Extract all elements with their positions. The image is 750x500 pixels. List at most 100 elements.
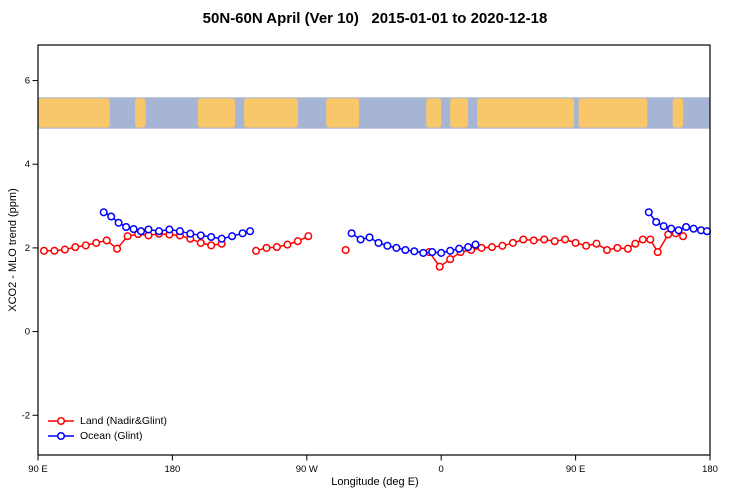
ocean-glint-point [154, 227, 164, 236]
land-nadir-glint-point [207, 241, 216, 250]
map-band-land [244, 98, 298, 128]
land-nadir-glint-point [196, 238, 205, 247]
land-nadir-glint-point [262, 243, 271, 252]
ocean-glint-point [437, 248, 446, 257]
ocean-glint-point [419, 248, 428, 257]
ocean-glint-point [455, 244, 464, 253]
ocean-glint-point [374, 238, 383, 247]
ocean-glint-point [652, 217, 661, 227]
land-nadir-glint-point [498, 241, 507, 250]
ocean-glint-point [401, 245, 410, 255]
ocean-glint-point [667, 224, 676, 233]
y-tick-label: 6 [25, 76, 30, 87]
ocean-glint-point [217, 234, 226, 243]
legend-swatch-land-icon [48, 416, 74, 425]
y-axis-label: XCO2 - MLO trend (ppm) [7, 188, 19, 312]
ocean-glint-point [186, 229, 195, 238]
legend-label-ocean: Ocean (Glint) [80, 429, 143, 442]
land-nadir-glint-point [123, 232, 132, 241]
plot-border [37, 44, 711, 456]
land-nadir-glint-point [646, 235, 655, 244]
map-band-land [477, 98, 575, 128]
ocean-glint-point [659, 222, 668, 231]
map-band-land [326, 98, 360, 128]
map-band-land [578, 98, 648, 128]
land-nadir-glint-point [435, 262, 444, 271]
land-nadir-glint-point [283, 240, 292, 249]
ocean-glint-point [471, 240, 480, 249]
ocean-glint-point [165, 225, 174, 234]
x-axis-label: Longitude (deg E) [331, 476, 419, 488]
land-nadir-glint-point [293, 237, 302, 246]
land-nadir-glint-point [102, 236, 111, 245]
ocean-glint-point [383, 241, 392, 250]
ocean-glint-point [114, 218, 123, 227]
land-nadir-glint-point [304, 232, 313, 241]
legend-label-land: Land (Nadir&Glint) [80, 414, 167, 427]
x-tick-label: 0 [439, 464, 444, 475]
land-nadir-glint-point [653, 248, 662, 257]
ocean-glint-point [392, 243, 401, 252]
land-nadir-glint-point [81, 241, 90, 250]
ocean-glint-point [682, 222, 691, 232]
x-tick-label: 180 [702, 464, 718, 475]
ocean-glint-point [144, 225, 153, 234]
ocean-glint-point [228, 232, 237, 241]
y-tick-label: 2 [25, 243, 30, 254]
land-nadir-glint-point [679, 232, 688, 241]
y-tick-label: 0 [25, 327, 30, 338]
land-nadir-glint-point [60, 245, 69, 254]
land-nadir-glint-line [44, 232, 222, 252]
land-nadir-glint-point [519, 235, 528, 244]
ocean-glint-point [207, 232, 216, 242]
ocean-glint-point [347, 229, 356, 238]
ocean-glint-point [428, 248, 437, 257]
legend-swatch-ocean-icon [48, 431, 74, 440]
land-nadir-glint-point [540, 235, 549, 244]
chart-title: 50N-60N April (Ver 10) 2015-01-01 to 202… [202, 10, 548, 27]
land-nadir-glint-point [341, 245, 350, 255]
land-nadir-glint-point [251, 246, 261, 255]
map-band-land [197, 98, 236, 128]
ocean-glint-point [99, 208, 108, 217]
land-nadir-glint-point [638, 235, 647, 244]
land-nadir-glint-point [613, 243, 622, 252]
land-nadir-glint-point [477, 243, 486, 252]
land-nadir-glint-point [487, 243, 497, 252]
map-band-land [135, 98, 146, 128]
x-tick-label: 90 E [566, 464, 586, 475]
map-band-land [38, 98, 110, 128]
ocean-glint-point [246, 227, 255, 236]
land-nadir-glint-point [561, 235, 570, 244]
land-nadir-glint-point [602, 245, 612, 255]
land-nadir-glint-point [39, 246, 49, 255]
land-nadir-glint-point [592, 239, 601, 248]
land-nadir-glint-point [582, 241, 591, 250]
ocean-glint-point [689, 224, 698, 233]
map-band-land [450, 98, 469, 128]
ocean-glint-point [674, 226, 683, 235]
land-nadir-glint-point [50, 246, 59, 255]
legend: Land (Nadir&Glint) Ocean (Glint) [46, 413, 167, 443]
land-nadir-glint-point [631, 239, 640, 248]
x-tick-label: 90 E [28, 464, 48, 475]
land-nadir-glint-point [113, 244, 122, 253]
y-tick-label: 4 [25, 159, 30, 170]
ocean-glint-point [238, 229, 247, 238]
land-nadir-glint-point [508, 238, 517, 247]
x-tick-label: 90 W [296, 464, 318, 475]
ocean-glint-point [136, 227, 146, 236]
ocean-glint-point [175, 227, 184, 236]
ocean-glint-point [410, 247, 419, 256]
land-nadir-glint-point [550, 237, 559, 246]
ocean-glint-point [122, 222, 131, 232]
land-nadir-glint-point [272, 243, 281, 252]
ocean-glint-point [129, 225, 138, 234]
land-nadir-glint-point [529, 236, 538, 245]
land-nadir-glint-point [71, 243, 80, 252]
land-nadir-glint-point [571, 238, 580, 247]
ocean-glint-point [365, 233, 374, 242]
ocean-glint-point [702, 227, 712, 236]
